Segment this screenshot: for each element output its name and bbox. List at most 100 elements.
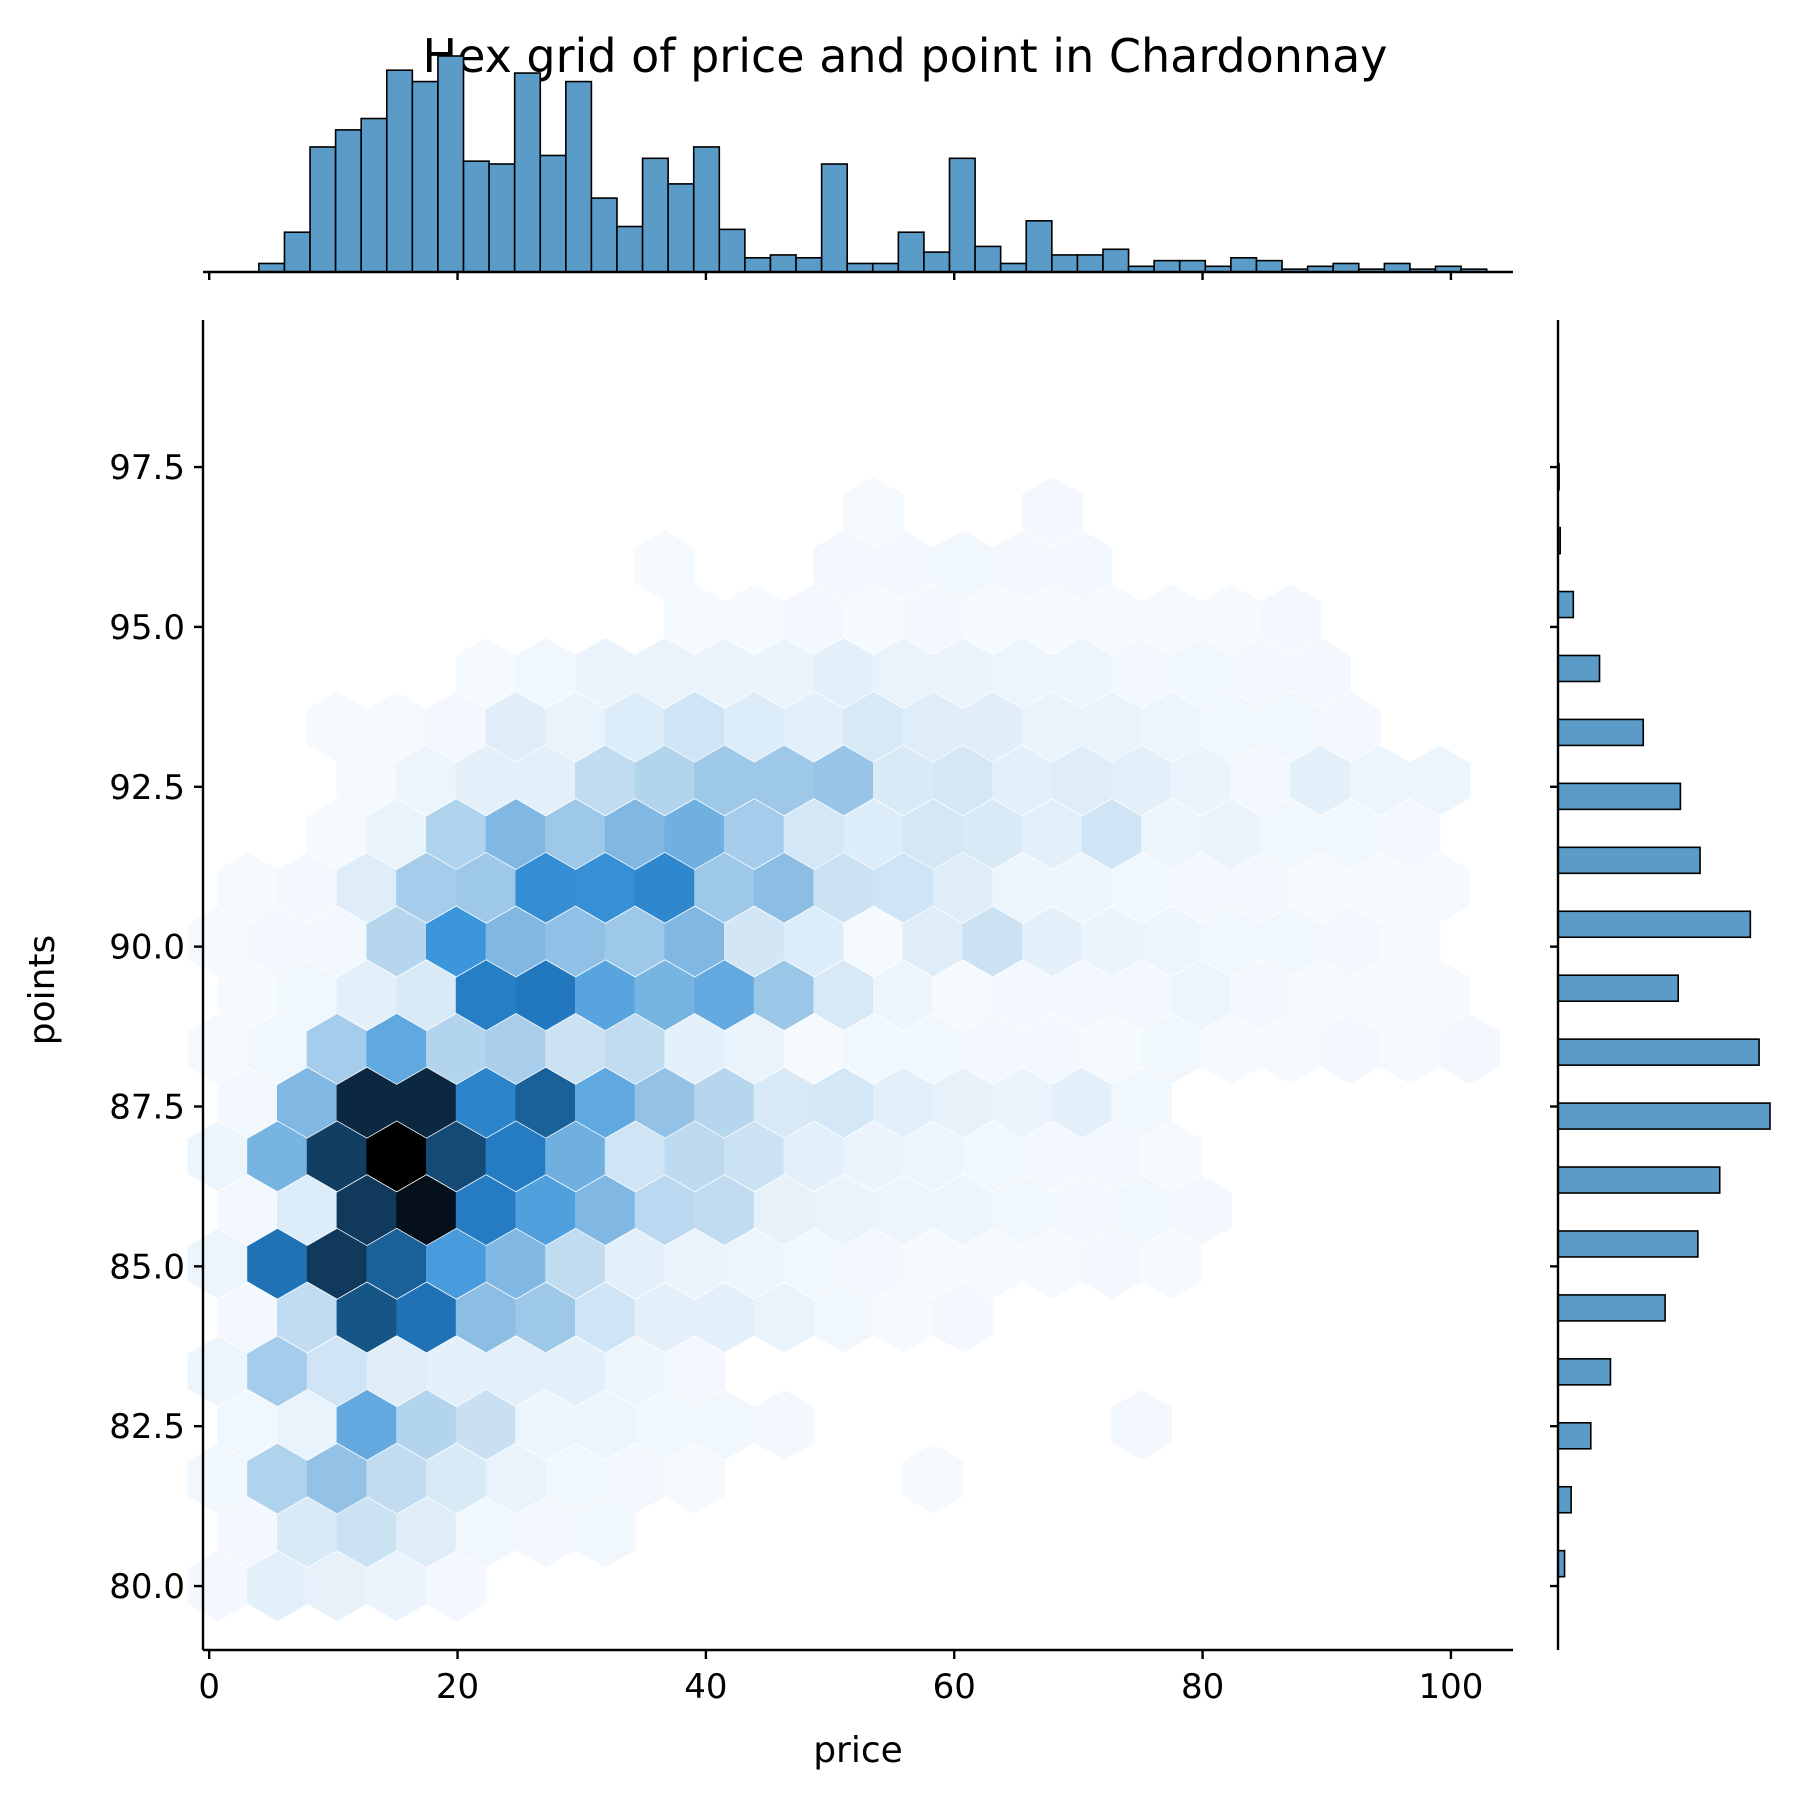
- price-hist-bar: [1332, 262, 1360, 273]
- hex-cell: [515, 960, 576, 1031]
- price-hist-bar: [462, 160, 490, 273]
- price-hist-bar: [718, 228, 746, 273]
- hex-cell: [1141, 1228, 1202, 1299]
- y-tick-label: 85.0: [109, 1247, 185, 1287]
- hex-cell: [1349, 960, 1411, 1031]
- hex-cell: [247, 1443, 308, 1514]
- hex-cell: [366, 1121, 427, 1192]
- hex-cell: [843, 476, 904, 547]
- points-hist-bar: [1557, 1294, 1666, 1322]
- hex-cell: [575, 1067, 636, 1138]
- price-hist-bar: [565, 80, 593, 273]
- hex-cell: [1290, 852, 1351, 923]
- hexbin-plot-area: [187, 476, 1500, 1622]
- hex-cell: [873, 638, 934, 708]
- hex-cell: [485, 799, 547, 870]
- hex-cell: [873, 852, 934, 923]
- hex-cell: [813, 745, 874, 816]
- hex-cell: [336, 1282, 398, 1353]
- hex-cell: [247, 1228, 308, 1299]
- hex-cell: [1141, 906, 1202, 977]
- hex-cell: [277, 852, 338, 923]
- hex-cell: [396, 1497, 457, 1568]
- hex-cell: [575, 1282, 636, 1353]
- hex-cell: [1320, 691, 1381, 762]
- hex-cell: [277, 960, 338, 1031]
- hex-cell: [545, 691, 606, 762]
- hex-cell: [1141, 1121, 1202, 1192]
- hex-cell: [1111, 960, 1173, 1031]
- hex-cell: [1081, 906, 1143, 977]
- hex-cell: [664, 584, 725, 655]
- hex-cell: [1022, 1228, 1083, 1299]
- hex-cell: [306, 1551, 368, 1622]
- hex-cell: [843, 691, 904, 762]
- hex-cell: [366, 1013, 427, 1084]
- hex-cell: [306, 1336, 368, 1407]
- hex-cell: [306, 691, 368, 762]
- hex-cell: [1081, 1228, 1143, 1299]
- hex-cell: [1260, 584, 1322, 655]
- hex-cell: [604, 1013, 666, 1084]
- hex-cell: [1141, 584, 1202, 655]
- hex-cell: [366, 799, 427, 870]
- hex-cell: [753, 638, 815, 708]
- hex-cell: [455, 1497, 517, 1568]
- hex-cell: [813, 530, 874, 601]
- hex-cell: [1022, 799, 1083, 870]
- hex-cell: [932, 638, 994, 708]
- hex-cell: [515, 1067, 576, 1138]
- hex-cell: [366, 1228, 427, 1299]
- hex-cell: [575, 745, 636, 816]
- hex-cell: [783, 906, 845, 977]
- hex-cell: [634, 1175, 696, 1246]
- hex-cell: [664, 691, 725, 762]
- hex-cell: [694, 960, 755, 1031]
- points-hist-bar: [1557, 1230, 1699, 1258]
- hex-cell: [1111, 745, 1173, 816]
- y-tick-label: 92.5: [109, 768, 185, 808]
- hex-cell: [664, 1336, 725, 1407]
- hex-cell: [306, 1228, 368, 1299]
- y-tick-label: 97.5: [109, 448, 185, 488]
- hex-cell: [1230, 852, 1292, 923]
- hex-cell: [992, 1067, 1053, 1138]
- price-hist-bar: [258, 262, 286, 273]
- axes: 0 20 40 60 80 100 80.0 82.5 85.0 87.5 90.0 92.5 95.0…: [109, 320, 1513, 1707]
- points-hist-bar: [1557, 1166, 1721, 1194]
- hex-cell: [1081, 799, 1143, 870]
- hex-cell: [1260, 799, 1322, 870]
- hex-cell: [545, 1336, 606, 1407]
- hex-cell: [932, 960, 994, 1031]
- points-hist-bar: [1557, 590, 1575, 619]
- hex-cell: [217, 1282, 278, 1353]
- price-hist-bar: [744, 256, 772, 273]
- hex-cell: [1051, 530, 1113, 601]
- hex-cell: [753, 745, 815, 816]
- hex-cell: [902, 691, 964, 762]
- hex-cell: [1439, 1013, 1500, 1084]
- hex-cell: [1230, 960, 1292, 1031]
- hex-cell: [1141, 799, 1202, 870]
- hex-cell: [1141, 691, 1202, 762]
- x-tick-label: 0: [198, 1667, 220, 1707]
- hex-cell: [724, 906, 785, 977]
- hex-cell: [1111, 1067, 1173, 1138]
- hex-cell: [306, 1443, 368, 1514]
- hex-cell: [604, 1121, 666, 1192]
- hex-cell: [1111, 638, 1173, 708]
- hex-cell: [783, 691, 845, 762]
- hex-cell: [902, 906, 964, 977]
- hex-cell: [426, 906, 487, 977]
- hex-cell: [1260, 906, 1322, 977]
- price-hist-bar: [999, 262, 1028, 273]
- hex-cell: [634, 852, 696, 923]
- price-hist-bar: [283, 231, 311, 273]
- hex-cell: [336, 1067, 398, 1138]
- price-hist-bar: [513, 72, 542, 273]
- hex-cell: [1171, 852, 1232, 923]
- hex-cell: [366, 906, 427, 977]
- hex-cell: [485, 1228, 547, 1299]
- hex-cell: [485, 1013, 547, 1084]
- price-hist-bar: [923, 251, 951, 273]
